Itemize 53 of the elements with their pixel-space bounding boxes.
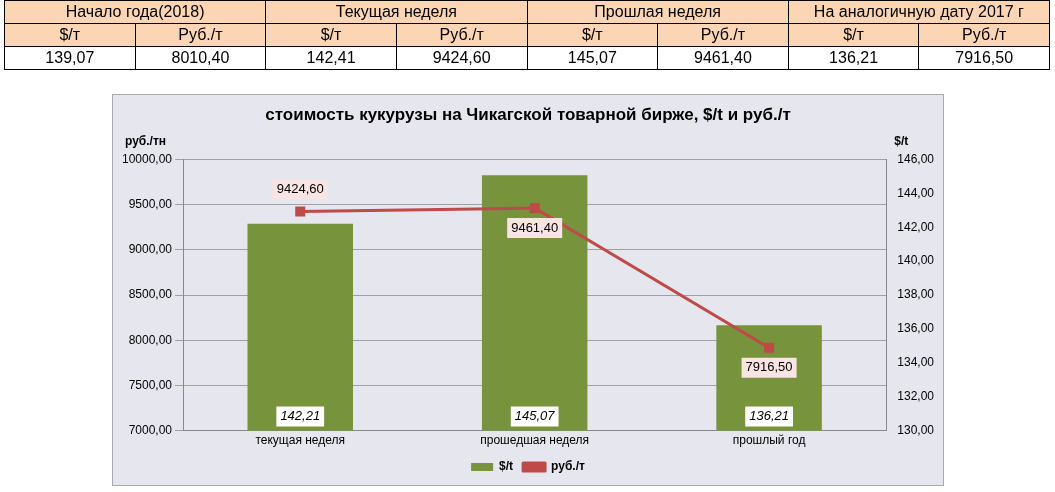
y-axis-title: руб./тн <box>125 133 167 148</box>
chart-title: стоимость кукурузы на Чикагской товарной бирже, $/t и руб./т <box>265 104 791 124</box>
data-label: 136,21 <box>749 408 789 424</box>
text: 142,41 <box>265 46 397 70</box>
point <box>295 206 306 217</box>
text: $/т <box>788 23 919 47</box>
x-tick-label: прошлый год <box>732 433 806 448</box>
legend-label: руб./т <box>551 459 586 474</box>
data-label: 142,21 <box>280 408 321 424</box>
y2-tick-label: 132,00 <box>897 389 935 404</box>
text: $/т <box>527 23 658 47</box>
data-label: 9424,60 <box>276 180 324 196</box>
text: 7916,50 <box>918 46 1050 70</box>
y2-tick-label: 136,00 <box>897 321 935 336</box>
text: Руб./т <box>135 23 266 47</box>
text: Руб./т <box>918 23 1050 47</box>
y-tick-label: 9500,00 <box>128 196 173 211</box>
y-tick-label: 10000,00 <box>121 151 173 166</box>
point <box>764 342 775 353</box>
y-tick-label: 7500,00 <box>128 377 173 392</box>
text: 9461,40 <box>657 46 789 70</box>
y-tick-label: 8000,00 <box>128 332 173 347</box>
y-tick-label: 7000,00 <box>128 422 173 437</box>
legend-label: $/t <box>499 459 514 474</box>
y2-tick-label: 134,00 <box>897 355 935 370</box>
text: Начало года(2018) <box>4 0 266 24</box>
text: 139,07 <box>4 46 136 70</box>
text: $/т <box>4 23 136 47</box>
data-label: 145,07 <box>514 408 556 424</box>
y2-tick-label: 144,00 <box>897 185 935 200</box>
x-tick-label: прошедшая неделя <box>480 433 590 448</box>
text: $/т <box>265 23 397 47</box>
text: 136,21 <box>788 46 919 70</box>
text: 145,07 <box>527 46 658 70</box>
text: 8010,40 <box>135 46 266 70</box>
y2-tick-label: 140,00 <box>897 253 935 268</box>
text: На аналогичную дату 2017 г <box>788 0 1050 24</box>
y2-tick-label: 146,00 <box>897 151 935 166</box>
y2-tick-label: 142,00 <box>897 219 935 234</box>
y-tick-label: 9000,00 <box>128 242 173 257</box>
y2-tick-label: 138,00 <box>897 287 935 302</box>
text: Руб./т <box>396 23 527 47</box>
y2-axis-title: $/t <box>894 133 909 148</box>
text: Текущая неделя <box>265 0 527 24</box>
data-label: 7916,50 <box>745 359 793 375</box>
text: Прошлая неделя <box>527 0 789 24</box>
y2-tick-label: 130,00 <box>897 422 935 437</box>
x-tick-label: текущая неделя <box>255 433 346 448</box>
text: 9424,60 <box>396 46 527 70</box>
text: Руб./т <box>657 23 789 47</box>
y-tick-label: 8500,00 <box>128 287 173 302</box>
data-label: 9461,40 <box>511 219 559 235</box>
point <box>529 203 540 214</box>
